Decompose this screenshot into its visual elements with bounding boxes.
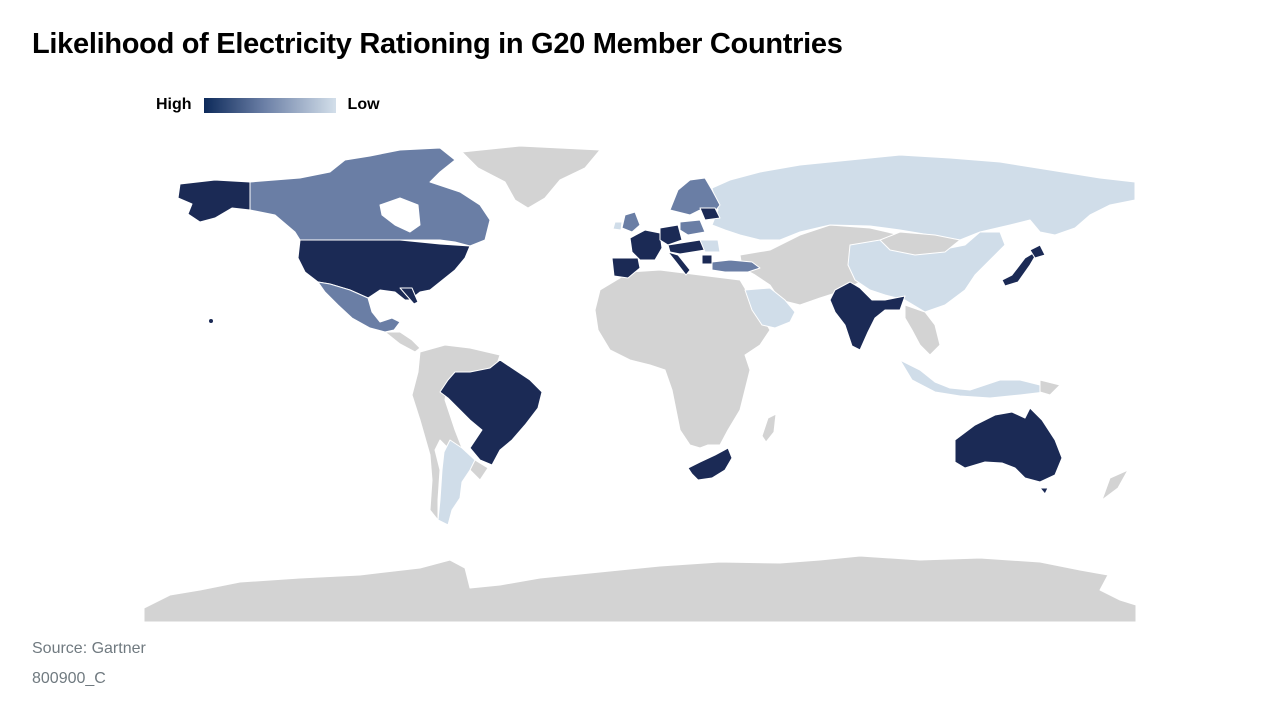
region-antarctica xyxy=(143,555,1137,623)
country-australia[interactable] xyxy=(954,407,1063,483)
figure-code: 800900_C xyxy=(32,670,106,687)
country-scandinavia[interactable] xyxy=(669,177,721,216)
region-new-zealand xyxy=(1101,469,1129,501)
region-papua xyxy=(1039,379,1061,396)
country-central-europe[interactable] xyxy=(667,239,706,255)
region-central-america xyxy=(384,331,421,353)
country-poland[interactable] xyxy=(679,219,706,236)
country-uk[interactable] xyxy=(621,211,641,233)
country-italy[interactable] xyxy=(667,251,691,276)
country-indonesia[interactable] xyxy=(899,359,1046,399)
chart-title: Likelihood of Electricity Rationing in G… xyxy=(32,28,843,60)
legend-high-label: High xyxy=(156,96,192,113)
region-north-africa xyxy=(594,269,771,449)
country-russia[interactable] xyxy=(711,154,1136,241)
legend: High Low xyxy=(156,96,380,114)
region-mongolia xyxy=(879,231,961,256)
source-note: Source: Gartner xyxy=(32,640,146,657)
country-baltics[interactable] xyxy=(699,207,721,221)
region-greenland xyxy=(461,145,601,209)
country-canada[interactable] xyxy=(249,147,491,247)
legend-low-label: Low xyxy=(347,96,380,113)
region-madagascar xyxy=(761,413,777,443)
country-romania[interactable] xyxy=(699,239,721,253)
country-usa-florida[interactable] xyxy=(399,287,419,305)
country-saudi-arabia[interactable] xyxy=(744,287,796,329)
country-france[interactable] xyxy=(629,229,663,261)
country-brazil[interactable] xyxy=(439,359,543,466)
country-germany[interactable] xyxy=(659,224,683,246)
country-spain[interactable] xyxy=(611,257,641,279)
hudson-bay xyxy=(379,197,421,233)
country-usa-alaska[interactable] xyxy=(177,179,251,223)
country-usa-hawaii[interactable] xyxy=(209,319,213,323)
country-australia-tasmania[interactable] xyxy=(1039,487,1049,495)
country-turkey[interactable] xyxy=(711,259,761,273)
country-mexico[interactable] xyxy=(317,281,401,333)
country-japan-hokkaido[interactable] xyxy=(1029,244,1046,259)
country-south-africa[interactable] xyxy=(687,447,733,481)
country-india[interactable] xyxy=(829,281,906,351)
country-argentina[interactable] xyxy=(437,439,476,526)
country-ireland[interactable] xyxy=(612,221,623,231)
legend-gradient-bar xyxy=(203,97,336,113)
country-balkans[interactable] xyxy=(701,254,713,265)
region-southeast-asia xyxy=(904,304,941,356)
